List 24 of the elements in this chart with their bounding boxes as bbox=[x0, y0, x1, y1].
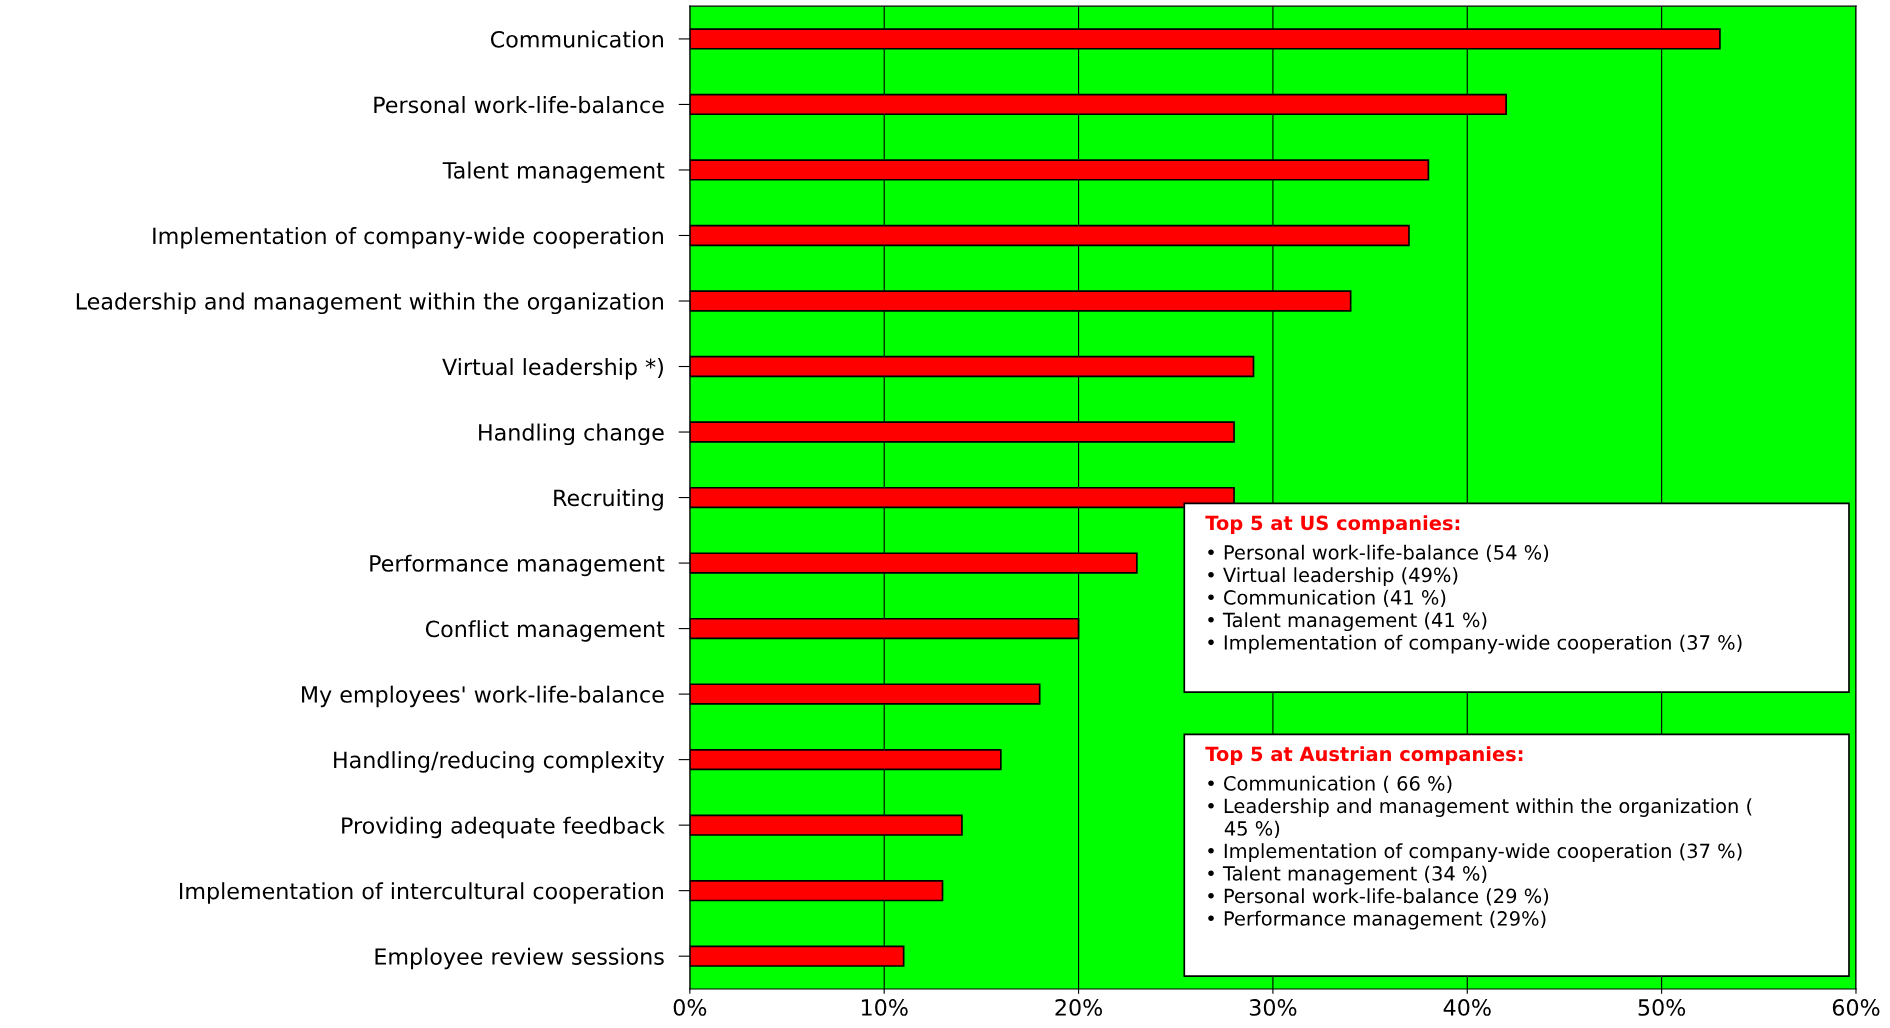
y-tick-label: Employee review sessions bbox=[375, 947, 664, 970]
y-tick-label: Virtual leadership *) bbox=[442, 358, 663, 380]
y-tick-label: Providing adequate feedback bbox=[342, 816, 665, 839]
y-tick-label: Implementation of company-wide cooperation bbox=[153, 227, 663, 249]
x-tick-label: 20% bbox=[1055, 999, 1103, 1016]
y-tick-label: Handling/reducing complexity bbox=[334, 751, 665, 773]
y-tick-label: Handling change bbox=[479, 423, 664, 446]
y-tick-label: Conflict management bbox=[425, 620, 665, 642]
x-tick-label: 40% bbox=[1443, 999, 1491, 1016]
x-tick-label: 10% bbox=[861, 999, 908, 1016]
y-tick-label: Implementation of intercultural cooperation bbox=[179, 882, 663, 904]
y-tick-label: Talent management bbox=[442, 161, 665, 184]
y-tick-label: Communication bbox=[490, 30, 663, 48]
annotation: Top 5 at Austrian companies: • Communication ( 66 %) • Leadership and management within the organization ( 45 %) • Implementation of company-wide cooperation (37 %) • Talent management (34 %) • Personal work-life-balance (29 %) • Performance management (29%) bbox=[1205, 746, 1752, 930]
y-tick-label: Recruiting bbox=[554, 489, 663, 511]
annotation: Top 5 at US companies: • Personal work-life-balance (54 %) • Virtual leadership (49%) • Communication (41 %) • Talent management (41 %) • Implementation of company-wide cooperation (37 %) bbox=[1205, 515, 1742, 654]
y-tick-label: My employees' work-life-balance bbox=[302, 685, 664, 708]
y-tick-label: Performance management bbox=[370, 554, 665, 577]
y-tick-label: Personal work-life-balance bbox=[374, 96, 664, 114]
x-tick-label: 0% bbox=[673, 999, 707, 1016]
y-tick-label: Leadership and management within the organization bbox=[76, 292, 663, 315]
x-tick-label: 30% bbox=[1249, 999, 1297, 1016]
x-tick-label: 50% bbox=[1638, 999, 1686, 1016]
x-tick-label: 60% bbox=[1832, 999, 1880, 1016]
